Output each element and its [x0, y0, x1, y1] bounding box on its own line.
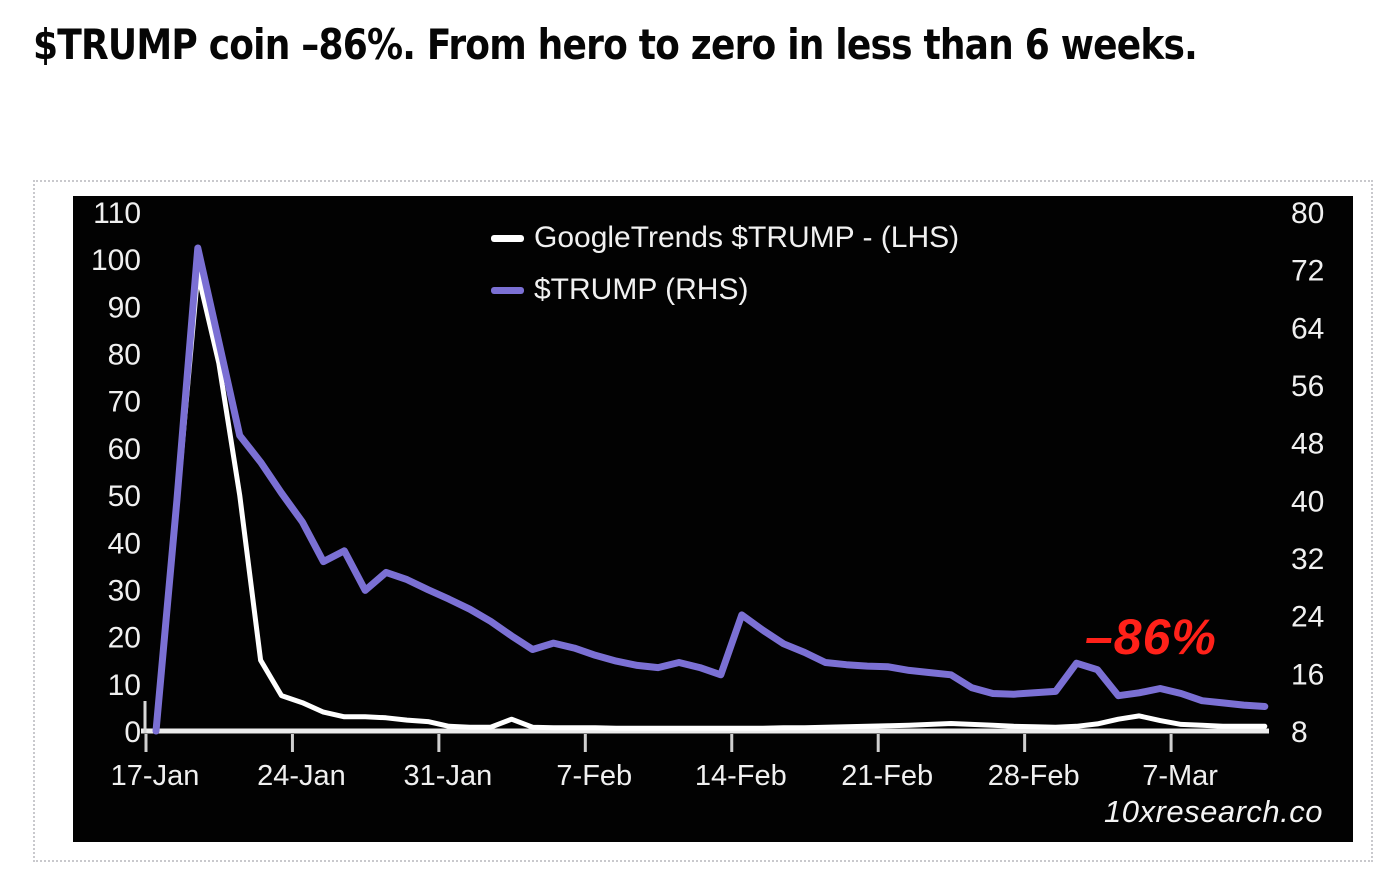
lhs-axis-tick-label: 30 [108, 574, 141, 607]
legend-label-googletrends: GoogleTrends $TRUMP - (LHS) [534, 221, 960, 254]
lhs-axis-tick-label: 70 [108, 386, 141, 419]
lhs-axis-tick-label: 90 [108, 291, 141, 324]
rhs-axis-tick-label: 72 [1291, 255, 1324, 288]
lhs-axis-tick-label: 50 [108, 480, 141, 513]
rhs-axis-tick-label: 32 [1291, 543, 1324, 576]
x-axis-tick-label: 14-Feb [695, 760, 787, 792]
legend-label-trump-price: $TRUMP (RHS) [534, 273, 749, 306]
x-axis-tick-label: 28-Feb [988, 760, 1080, 792]
lhs-axis-tick-label: 0 [124, 716, 141, 749]
rhs-axis-tick-label: 48 [1291, 428, 1324, 461]
legend-item-trump-price: $TRUMP (RHS) [491, 264, 959, 316]
lhs-axis-tick-label: 80 [108, 339, 141, 372]
trump-coin-line-chart: 1101009080706050403020100807264564840322… [91, 197, 1324, 792]
x-axis-tick-label: 7-Mar [1142, 760, 1218, 792]
chart-card: 110 100 90 80 70 60 50 40 30 20 10 0 80 72 64 56 48 40 32 2… [33, 180, 1373, 862]
purple-line-swatch-icon [491, 286, 524, 294]
legend-item-googletrends: GoogleTrends $TRUMP - (LHS) [491, 212, 959, 264]
x-axis-tick-label: 7-Feb [556, 760, 632, 792]
rhs-axis-tick-label: 24 [1291, 601, 1324, 634]
watermark-source: 10xresearch.co [1104, 794, 1323, 829]
rhs-axis-tick-label: 64 [1291, 312, 1324, 345]
x-axis-tick-label: 31-Jan [404, 760, 493, 792]
chart-legend: GoogleTrends $TRUMP - (LHS) $TRUMP (RHS) [491, 212, 959, 316]
x-axis-tick-label: 21-Feb [841, 760, 933, 792]
lhs-axis-tick-label: 20 [108, 622, 141, 655]
rhs-axis-tick-label: 8 [1291, 716, 1308, 749]
decline-percent-annotation: –86% [1085, 609, 1217, 665]
trump-price-series-line [152, 244, 1269, 735]
rhs-axis-tick-label: 80 [1291, 197, 1324, 230]
lhs-axis-tick-label: 60 [108, 433, 141, 466]
rhs-axis-tick-label: 40 [1291, 485, 1324, 518]
rhs-axis-tick-label: 56 [1291, 370, 1324, 403]
white-line-swatch-icon [491, 234, 524, 242]
lhs-axis-tick-label: 100 [91, 244, 141, 277]
lhs-axis-tick-label: 40 [108, 527, 141, 560]
lhs-axis-tick-label: 110 [93, 197, 141, 230]
chart-area: 110 100 90 80 70 60 50 40 30 20 10 0 80 72 64 56 48 40 32 2… [73, 196, 1353, 842]
rhs-axis-tick-label: 16 [1291, 658, 1324, 691]
x-axis-tick-label: 24-Jan [257, 760, 346, 792]
lhs-axis-tick-label: 10 [108, 669, 141, 702]
googletrends-series-line [153, 270, 1268, 734]
x-axis-tick-label: 17-Jan [111, 760, 200, 792]
page-title: $TRUMP coin –86%. From hero to zero in l… [33, 22, 1198, 70]
